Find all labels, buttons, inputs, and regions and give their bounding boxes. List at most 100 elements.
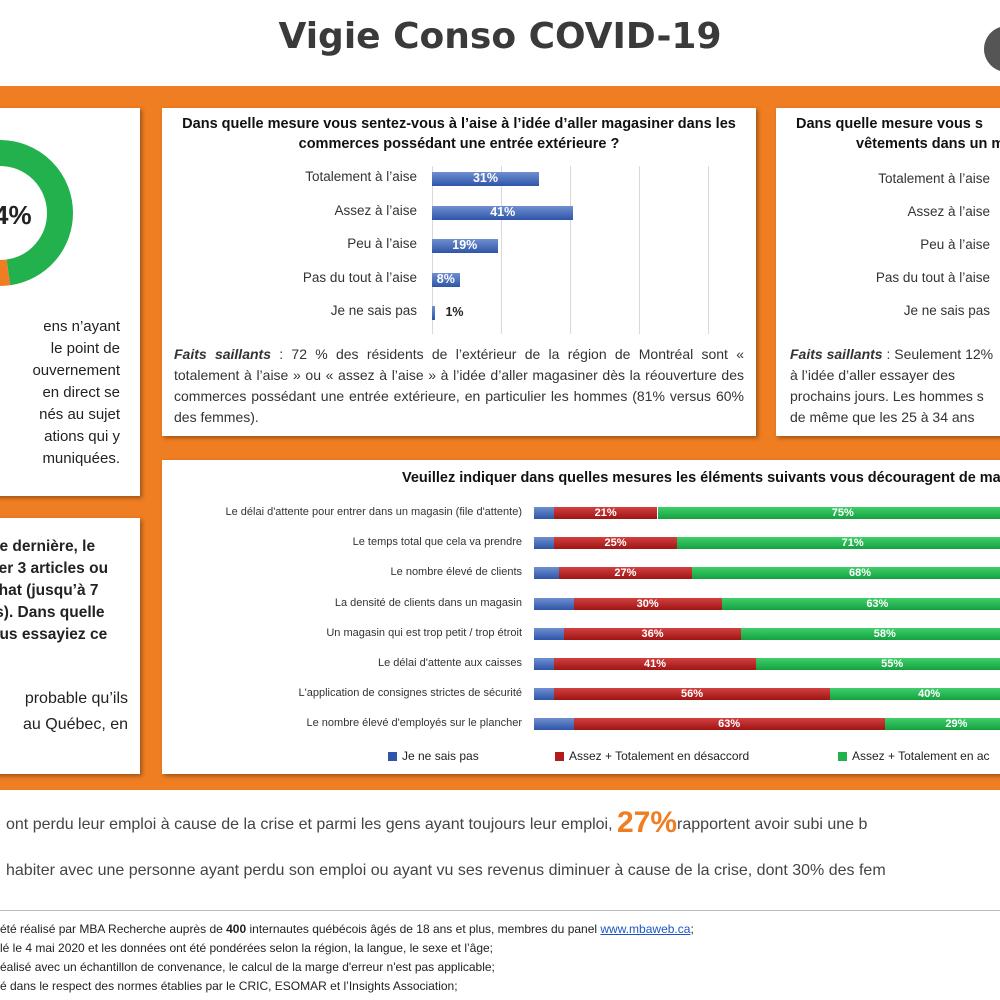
q3-category-label: Le nombre élevé d'employés sur le planch… bbox=[306, 717, 523, 730]
q1-category-label: Assez à l’aise bbox=[334, 202, 417, 218]
q3-segment-label: 56% bbox=[681, 688, 704, 701]
donut-chart bbox=[0, 140, 73, 286]
q1-gridline bbox=[570, 166, 571, 334]
q3-segment-b bbox=[534, 567, 559, 580]
q3-segment-r: 36% bbox=[563, 627, 742, 640]
legend-swatch bbox=[388, 752, 397, 761]
donut-label: 4% bbox=[0, 200, 32, 230]
q3-segment-b bbox=[534, 658, 554, 670]
left-bottom-text: probable qu’ils au Québec, en bbox=[0, 686, 128, 738]
q3-segment-label: 63% bbox=[718, 718, 741, 731]
q1-category-label: Je ne sais pas bbox=[330, 303, 417, 318]
q2-faits-saillants: Faits saillants : Seulement 12% à l’idée… bbox=[790, 344, 1000, 428]
q3-segment-label: 71% bbox=[841, 537, 864, 550]
q3-segment-b bbox=[534, 507, 554, 519]
q3-segment-label: 21% bbox=[594, 507, 617, 519]
footer-bold: 400 bbox=[226, 922, 247, 936]
q1-gridline bbox=[708, 166, 709, 334]
legend-label: Je ne sais pas bbox=[402, 749, 479, 763]
q2-label: Pas du tout à l’aise bbox=[875, 270, 990, 285]
footer-line: éalisé avec un échantillon de convenance… bbox=[0, 960, 495, 974]
q3-segment-label: 58% bbox=[873, 627, 896, 640]
left-bottom-line: ts). Dans quelle bbox=[0, 604, 105, 621]
q1-faits-saillants: Faits saillants : 72 % des résidents de … bbox=[174, 344, 744, 428]
faits-text: prochains jours. Les hommes s bbox=[790, 388, 984, 404]
q1-value-label: 8% bbox=[436, 271, 455, 286]
q1-bar bbox=[432, 272, 460, 287]
q3-category-label: L'application de consignes strictes de s… bbox=[298, 687, 522, 700]
left-bottom-line: ? bbox=[0, 646, 128, 668]
q3-segment-b bbox=[534, 688, 554, 701]
left-bottom-question: ne dernière, le yer 3 articles ou chat (… bbox=[0, 536, 128, 668]
left-top-panel: 4% ens n’ayant le point de ouvernement e… bbox=[0, 108, 140, 496]
left-top-line: ations qui y bbox=[44, 428, 120, 445]
q3-segment-b bbox=[534, 537, 554, 550]
left-top-line: le point de bbox=[50, 340, 120, 357]
q3-segment-label: 63% bbox=[866, 597, 889, 610]
q1-bar bbox=[432, 239, 498, 253]
q1-bar bbox=[432, 306, 436, 320]
q3-segment-r: 30% bbox=[573, 597, 722, 610]
faits-text: de même que les 25 à 34 ans bbox=[790, 409, 975, 425]
q2-label: Peu à l’aise bbox=[920, 237, 990, 252]
q1-bar-chart: Totalement à l’aise 31% Assez à l’aise 41% P… bbox=[162, 166, 756, 336]
left-bottom-panel: ne dernière, le yer 3 articles ou chat (… bbox=[0, 518, 140, 774]
q3-segment-label: 29% bbox=[945, 718, 968, 731]
q2-title: Dans quelle mesure vous s vêtements dans… bbox=[796, 114, 1000, 154]
logo-icon bbox=[984, 26, 1000, 72]
q3-segment-r: 25% bbox=[553, 537, 678, 550]
donut-green-segment bbox=[0, 140, 73, 286]
q2-label: Assez à l’aise bbox=[907, 204, 990, 219]
q3-segment-r: 27% bbox=[558, 567, 693, 580]
q3-segment-label: 25% bbox=[604, 537, 627, 550]
q2-title-line: vêtements dans un m bbox=[856, 136, 1000, 152]
q2-label: Totalement à l’aise bbox=[878, 171, 990, 186]
q1-category-label: Peu à l’aise bbox=[347, 236, 417, 251]
q3-segment-b bbox=[534, 597, 574, 610]
footer-line: lé le 4 mai 2020 et les données ont été … bbox=[0, 941, 494, 955]
q1-gridline bbox=[501, 166, 502, 334]
q3-segment-label: 36% bbox=[641, 627, 664, 640]
q1-value-label: 1% bbox=[445, 305, 464, 319]
q3-segment-g: 40% bbox=[830, 688, 1000, 701]
q3-segment-label: 27% bbox=[614, 567, 637, 580]
left-bottom-line: probable qu’ils bbox=[24, 690, 128, 707]
faits-label: Faits saillants bbox=[174, 346, 271, 362]
q3-segment-r: 63% bbox=[573, 718, 885, 731]
q1-category-label: Totalement à l’aise bbox=[305, 169, 417, 184]
stat-line-2: habiter avec une personne ayant perdu so… bbox=[6, 862, 886, 879]
q3-segment-r: 56% bbox=[553, 688, 831, 701]
q3-segment-g: 55% bbox=[756, 658, 1000, 670]
q3-segment-g: 68% bbox=[692, 567, 1000, 580]
stat-text: rapportent avoir subi une b bbox=[677, 816, 868, 833]
footer-text: ; bbox=[690, 922, 694, 936]
q3-segment-g: 75% bbox=[657, 507, 1000, 519]
q3-segment-label: 68% bbox=[849, 567, 872, 580]
legend-swatch bbox=[555, 752, 564, 761]
left-bottom-line: chat (jusqu’à 7 bbox=[0, 582, 99, 599]
stat-line-1: ont perdu leur emploi à cause de la cris… bbox=[6, 806, 867, 840]
faits-text: : 72 % des résidents de l’extérieur de l… bbox=[174, 346, 745, 425]
left-top-line: ens n’ayant bbox=[43, 318, 120, 335]
q2-label: Je ne sais pas bbox=[903, 303, 990, 318]
q3-segment-r: 41% bbox=[553, 658, 757, 670]
q3-segment-label: 40% bbox=[918, 688, 941, 701]
footer-link[interactable]: www.mbaweb.ca bbox=[600, 922, 691, 936]
left-bottom-line: ne dernière, le bbox=[0, 538, 96, 555]
q3-panel: Veuillez indiquer dans quelles mesures l… bbox=[162, 460, 1000, 774]
legend-swatch bbox=[838, 752, 847, 761]
page-title: Vigie Conso COVID-19 bbox=[278, 16, 722, 57]
q3-category-label: La densité de clients dans un magasin bbox=[334, 596, 522, 609]
footer-line: été réalisé par MBA Recherche auprès de … bbox=[0, 922, 694, 936]
stat-text: ont perdu leur emploi à cause de la cris… bbox=[6, 816, 613, 833]
q3-category-label: Le temps total que cela va prendre bbox=[352, 536, 522, 549]
q1-bar bbox=[432, 205, 574, 220]
q3-title: Veuillez indiquer dans quelles mesures l… bbox=[402, 470, 1000, 486]
q3-segment-label: 75% bbox=[831, 507, 854, 519]
stat-highlight: 27% bbox=[617, 806, 678, 839]
footer-line: é dans le respect des normes établies pa… bbox=[0, 979, 458, 993]
left-top-line: nés au sujet bbox=[39, 406, 120, 423]
q1-bar bbox=[432, 172, 539, 186]
footer-divider bbox=[0, 910, 1000, 911]
q3-category-label: Un magasin qui est trop petit / trop étr… bbox=[326, 626, 522, 639]
